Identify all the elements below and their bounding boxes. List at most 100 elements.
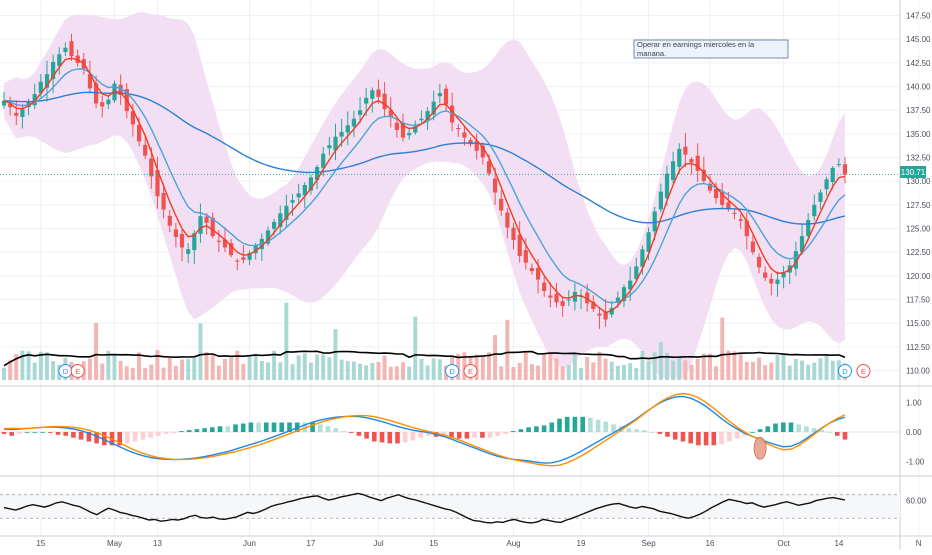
volume-bar <box>339 359 344 380</box>
note-box[interactable] <box>633 39 789 59</box>
volume-bar <box>296 355 301 380</box>
macd-histogram-bar <box>842 432 848 440</box>
macd-histogram-bar <box>680 432 686 442</box>
candle-body <box>480 145 485 158</box>
candle-body <box>585 292 590 304</box>
volume-bar <box>32 362 37 380</box>
volume-bar <box>536 365 540 380</box>
volume-bar <box>130 367 135 380</box>
price-tick-label: 127.50 <box>906 201 931 210</box>
event-marker-e[interactable] <box>856 364 871 378</box>
candle-body <box>407 132 412 136</box>
event-marker-e[interactable] <box>463 364 478 378</box>
macd-histogram-bar <box>163 432 169 434</box>
crossover-highlight <box>753 436 767 460</box>
candle-body <box>499 198 504 211</box>
candle-body <box>400 123 406 138</box>
macd-histogram-bar <box>225 426 230 432</box>
macd-histogram-bar <box>672 432 678 440</box>
macd-histogram-bar <box>356 432 362 436</box>
candle-body <box>738 219 743 221</box>
candle-body <box>757 256 762 268</box>
candle-body <box>173 229 178 237</box>
event-marker-e[interactable] <box>70 364 85 378</box>
price-tick-label: 112.50 <box>906 343 930 352</box>
candle-body <box>32 94 37 106</box>
volume-bar <box>327 357 332 380</box>
volume-bar <box>751 361 755 380</box>
candle-body <box>468 139 473 145</box>
volume-bar <box>284 302 289 380</box>
candle-body <box>315 167 320 180</box>
macd-histogram-bar <box>510 431 516 432</box>
volume-bar <box>757 357 761 380</box>
volume-bar <box>738 354 743 380</box>
macd-histogram-bar <box>626 428 632 432</box>
volume-bar <box>456 353 461 380</box>
macd-histogram-bar <box>264 422 269 432</box>
candle-body <box>204 216 209 223</box>
candle-body <box>744 220 749 237</box>
candle-body <box>603 312 608 320</box>
event-marker-d[interactable] <box>838 364 852 378</box>
candle-body <box>818 192 823 202</box>
volume-bar <box>487 352 491 380</box>
macd-histogram-bar <box>665 432 670 437</box>
candle-body <box>683 146 688 155</box>
macd-histogram-bar <box>835 432 840 436</box>
candle-body <box>474 141 479 151</box>
volume-bar <box>720 317 725 380</box>
candle-body <box>100 102 105 107</box>
osc-tick-label: 60.00 <box>906 497 927 506</box>
volume-bar <box>793 358 798 380</box>
volume-bar <box>640 351 645 380</box>
candle-body <box>161 193 166 210</box>
volume-bar <box>20 350 25 380</box>
volume-bar <box>560 366 565 380</box>
volume-bar <box>824 354 829 380</box>
macd-histogram-bar <box>32 432 38 433</box>
price-tick-label: 132.50 <box>906 154 931 163</box>
macd-histogram-bar <box>364 432 369 439</box>
volume-bar <box>437 359 442 380</box>
candle-body <box>241 257 246 260</box>
macd-tick-label: 1.00 <box>906 398 922 407</box>
candle-body <box>38 81 43 94</box>
macd-histogram-bar <box>456 432 462 439</box>
macd-histogram-bar <box>233 424 238 432</box>
candle-body <box>634 266 639 280</box>
macd-panel <box>0 392 900 467</box>
event-marker-label: D <box>842 367 848 376</box>
candle-body <box>750 241 755 253</box>
volume-bar <box>609 361 614 380</box>
volume-bar <box>517 363 522 380</box>
volume-bar <box>597 351 602 380</box>
event-marker-d[interactable] <box>445 364 460 378</box>
time-tick-label: 19 <box>577 539 586 548</box>
macd-histogram-bar <box>148 432 153 438</box>
volume-bar <box>278 362 283 380</box>
macd-histogram-bar <box>279 422 284 432</box>
macd-histogram-bar <box>210 427 215 432</box>
macd-histogram-bar <box>580 416 585 432</box>
volume-bar <box>579 367 583 380</box>
volume-bars <box>2 302 847 380</box>
price-tick-label: 117.50 <box>906 296 930 305</box>
volume-bar <box>787 365 792 380</box>
candle-body <box>14 112 19 116</box>
macd-histogram-bar <box>534 426 539 432</box>
volume-bar <box>548 353 553 380</box>
volume-bar <box>204 352 209 380</box>
volume-bar <box>689 365 694 380</box>
time-tick-label: 13 <box>153 539 162 548</box>
volume-bar <box>149 364 154 380</box>
macd-histogram-bar <box>495 432 501 436</box>
volume-bar <box>247 355 252 380</box>
candle-body <box>775 279 780 284</box>
volume-bar <box>732 351 737 380</box>
oscillator-line <box>3 492 846 524</box>
candle-body <box>799 236 805 252</box>
macd-histogram-bar <box>256 422 261 432</box>
volume-bar <box>364 365 369 380</box>
candle-body <box>419 118 424 121</box>
